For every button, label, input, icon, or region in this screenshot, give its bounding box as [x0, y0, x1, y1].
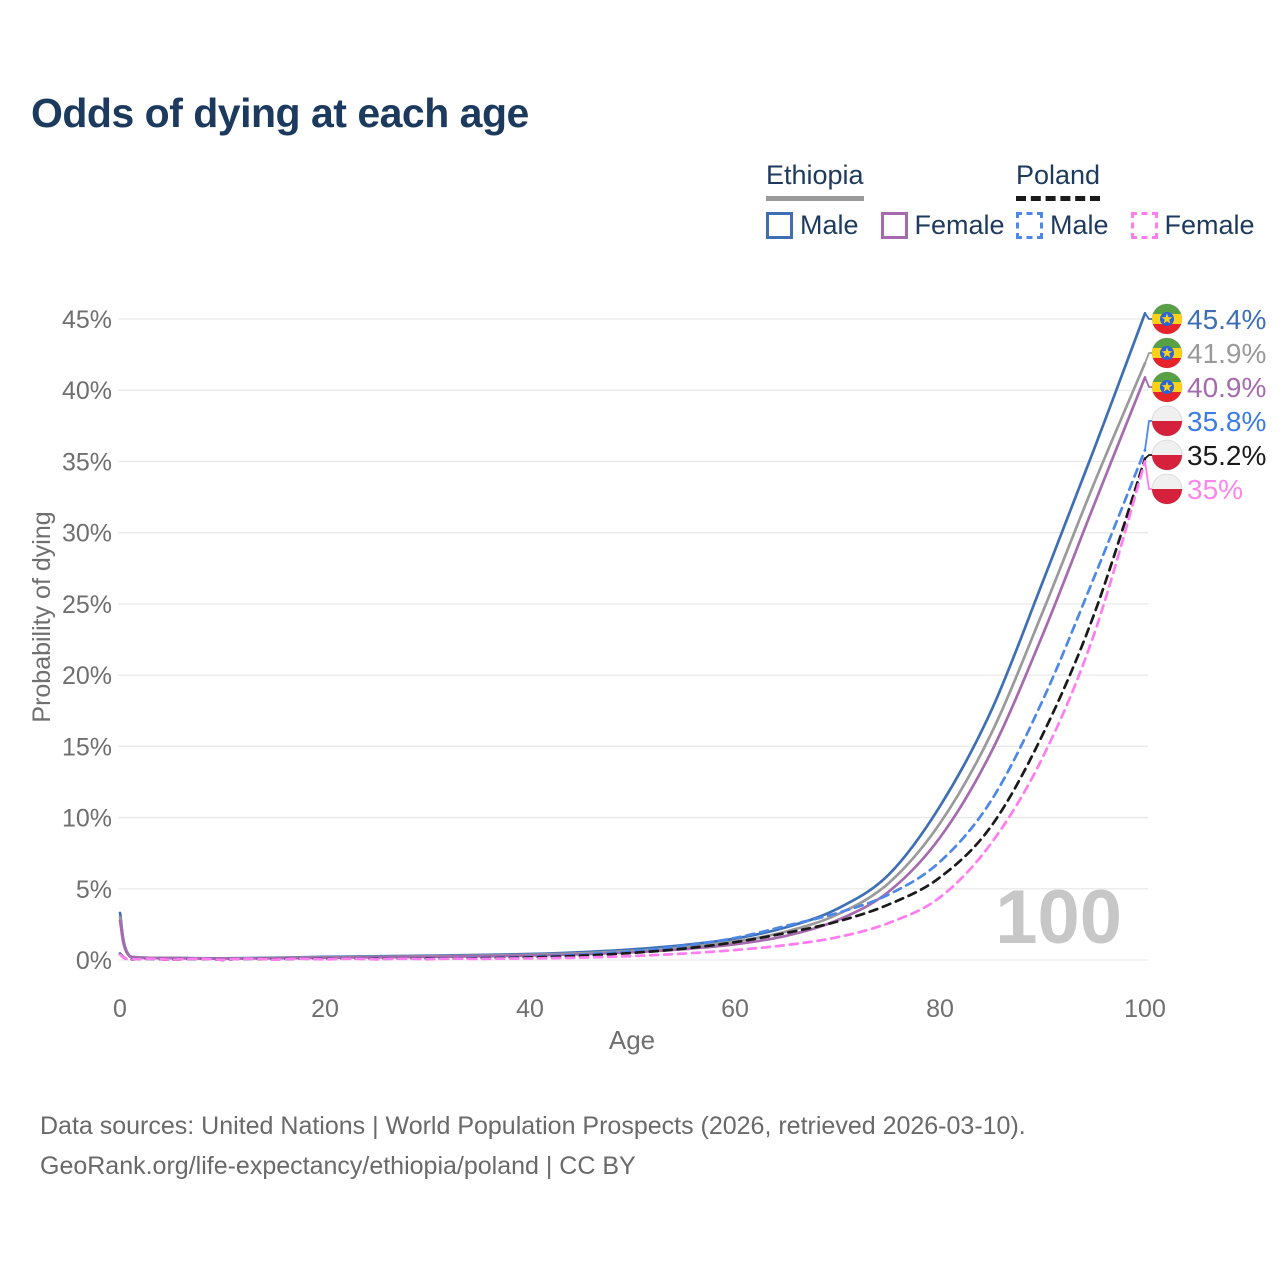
legend-group-poland: Poland Male Female [1016, 160, 1255, 241]
ethiopia-flag-icon [1151, 303, 1183, 335]
series-end-value-label: 45.4% [1187, 304, 1266, 335]
y-tick-label: 35% [62, 448, 112, 476]
page-title: Odds of dying at each age [31, 90, 529, 136]
y-tick-label: 15% [62, 733, 112, 761]
series-line-ethiopia-both[interactable] [118, 361, 1147, 960]
gridlines [118, 318, 1148, 961]
legend-item-label: Male [1050, 210, 1109, 240]
series-line-poland-female[interactable] [118, 460, 1147, 962]
series-end-value-label: 35% [1187, 474, 1243, 505]
series-line-poland-male[interactable] [118, 448, 1147, 962]
legend-item-label: Male [800, 210, 859, 240]
y-tick-label: 5% [76, 876, 112, 904]
y-axis-title: Probability of dying [28, 511, 56, 722]
legend-group-ethiopia: Ethiopia Male Female [766, 160, 1005, 241]
age-watermark: 100 [995, 875, 1122, 960]
y-tick-label: 40% [62, 377, 112, 405]
ethiopia-male-checkbox[interactable] [766, 212, 793, 239]
x-tick-label: 80 [926, 995, 954, 1023]
poland-flag-icon [1151, 439, 1183, 471]
poland-flag-icon [1151, 473, 1183, 505]
y-tick-label: 10% [62, 805, 112, 833]
legend-title-ethiopia[interactable]: Ethiopia [766, 160, 864, 201]
data-source-note: Data sources: United Nations | World Pop… [40, 1106, 1026, 1186]
y-tick-label: 20% [62, 662, 112, 690]
series-end-value-label: 41.9% [1187, 338, 1266, 369]
series-line-ethiopia-female[interactable] [118, 376, 1147, 960]
y-tick-label: 0% [76, 947, 112, 975]
legend-item-label: Female [914, 210, 1005, 240]
leader-line [1144, 377, 1152, 388]
series-end-value-label: 40.9% [1187, 372, 1266, 403]
x-tick-label: 0 [113, 995, 127, 1023]
legend-item-ethiopia-female[interactable]: Female [880, 210, 1005, 241]
source-line-1: Data sources: United Nations | World Pop… [40, 1112, 1026, 1140]
leader-line [1144, 312, 1152, 320]
legend-item-poland-male[interactable]: Male [1016, 210, 1109, 241]
x-tick-label: 100 [1124, 995, 1166, 1023]
legend-title-poland[interactable]: Poland [1016, 160, 1101, 201]
ethiopia-flag-icon [1151, 371, 1183, 403]
leader-line [1144, 454, 1152, 460]
x-tick-label: 40 [516, 995, 544, 1023]
x-tick-label: 60 [721, 995, 749, 1023]
poland-male-checkbox[interactable] [1016, 212, 1043, 239]
x-axis-title: Age [609, 1025, 655, 1055]
series-line-ethiopia-male[interactable] [118, 311, 1147, 960]
legend-item-ethiopia-male[interactable]: Male [766, 210, 859, 241]
ethiopia-female-checkbox[interactable] [880, 212, 908, 239]
leader-line [1144, 461, 1152, 490]
y-tick-label: 45% [62, 306, 112, 334]
source-line-2: GeoRank.org/life-expectancy/ethiopia/pol… [40, 1152, 636, 1180]
ethiopia-flag-icon [1151, 337, 1183, 369]
x-tick-label: 20 [311, 995, 339, 1023]
legend-item-poland-female[interactable]: Female [1130, 210, 1255, 241]
poland-female-checkbox[interactable] [1130, 212, 1158, 239]
leader-line [1144, 352, 1152, 364]
y-tick-label: 30% [62, 520, 112, 548]
y-tick-label: 25% [62, 591, 112, 619]
series-end-value-label: 35.2% [1187, 440, 1266, 471]
poland-flag-icon [1151, 405, 1183, 437]
leader-line [1144, 420, 1152, 451]
legend-item-label: Female [1164, 210, 1255, 240]
series-end-value-label: 35.8% [1187, 406, 1266, 437]
